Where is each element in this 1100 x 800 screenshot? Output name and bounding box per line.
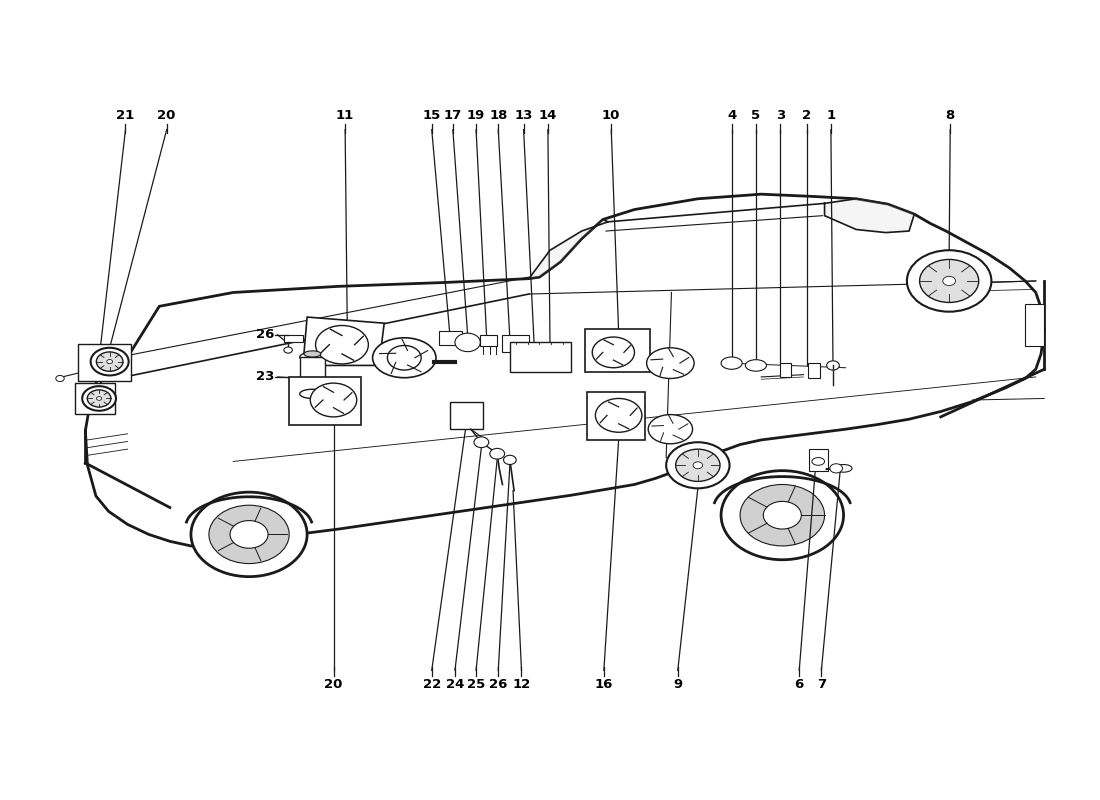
Text: 6: 6	[794, 678, 804, 690]
Bar	[585, 330, 650, 371]
Circle shape	[82, 386, 116, 410]
Text: 4: 4	[727, 110, 736, 122]
Circle shape	[455, 333, 481, 352]
Circle shape	[191, 492, 307, 577]
Circle shape	[943, 276, 956, 286]
Bar	[587, 392, 645, 440]
Text: 25: 25	[468, 678, 485, 690]
Text: 5: 5	[751, 110, 760, 122]
Circle shape	[56, 375, 64, 382]
Circle shape	[230, 521, 268, 548]
Text: 21: 21	[117, 110, 134, 122]
Bar	[439, 331, 462, 345]
Bar	[481, 334, 497, 346]
Bar	[284, 334, 302, 342]
Text: 12: 12	[513, 678, 530, 690]
Circle shape	[97, 397, 101, 400]
Circle shape	[87, 390, 111, 407]
Circle shape	[209, 506, 289, 563]
Bar	[289, 377, 361, 425]
Ellipse shape	[812, 458, 825, 466]
Circle shape	[667, 442, 729, 488]
Circle shape	[474, 437, 488, 448]
Circle shape	[763, 502, 801, 529]
Text: 8: 8	[946, 110, 955, 122]
Ellipse shape	[304, 351, 321, 357]
Ellipse shape	[722, 357, 742, 370]
Text: 24: 24	[446, 678, 464, 690]
Circle shape	[675, 449, 720, 482]
Circle shape	[316, 326, 369, 364]
Bar	[1025, 304, 1044, 346]
Circle shape	[504, 455, 516, 465]
Text: 14: 14	[539, 110, 557, 122]
Ellipse shape	[299, 390, 326, 398]
Ellipse shape	[648, 414, 693, 444]
Text: 16: 16	[595, 678, 613, 690]
Ellipse shape	[647, 348, 694, 378]
Circle shape	[740, 485, 825, 546]
Circle shape	[310, 383, 356, 417]
Text: 20: 20	[324, 678, 343, 690]
Circle shape	[97, 352, 123, 371]
Circle shape	[920, 259, 979, 302]
Text: 22: 22	[422, 678, 441, 690]
Ellipse shape	[835, 465, 852, 472]
Text: 10: 10	[602, 110, 620, 122]
Text: 7: 7	[817, 678, 826, 690]
Text: 17: 17	[443, 110, 462, 122]
Bar	[780, 363, 791, 377]
Text: 3: 3	[776, 110, 784, 122]
Text: 2: 2	[802, 110, 811, 122]
Bar	[75, 383, 114, 414]
Circle shape	[906, 250, 991, 312]
Circle shape	[595, 398, 642, 432]
Ellipse shape	[373, 338, 436, 378]
Ellipse shape	[299, 352, 326, 362]
Ellipse shape	[746, 360, 767, 371]
Text: 1: 1	[826, 110, 836, 122]
Circle shape	[722, 470, 844, 560]
Polygon shape	[825, 198, 914, 233]
FancyBboxPatch shape	[510, 342, 571, 371]
Polygon shape	[86, 194, 1044, 547]
Text: 20: 20	[157, 110, 176, 122]
Bar	[450, 402, 484, 429]
Circle shape	[90, 348, 129, 375]
Text: 23: 23	[255, 370, 274, 383]
Text: 15: 15	[422, 110, 441, 122]
Bar	[78, 344, 131, 381]
Text: 18: 18	[490, 110, 507, 122]
Polygon shape	[529, 219, 608, 278]
Text: 13: 13	[515, 110, 532, 122]
Bar	[299, 357, 326, 394]
Text: 26: 26	[490, 678, 507, 690]
Polygon shape	[302, 317, 384, 366]
Text: 11: 11	[336, 110, 354, 122]
Circle shape	[592, 337, 635, 368]
Circle shape	[490, 448, 505, 459]
Circle shape	[387, 346, 421, 370]
Circle shape	[107, 359, 112, 364]
Text: 9: 9	[673, 678, 682, 690]
Text: 19: 19	[468, 110, 485, 122]
Circle shape	[829, 464, 843, 473]
Circle shape	[284, 347, 293, 353]
Bar	[503, 335, 529, 352]
Bar	[808, 449, 827, 470]
Circle shape	[693, 462, 703, 469]
Circle shape	[827, 361, 839, 370]
Bar	[807, 363, 821, 378]
Text: 26: 26	[255, 328, 274, 342]
